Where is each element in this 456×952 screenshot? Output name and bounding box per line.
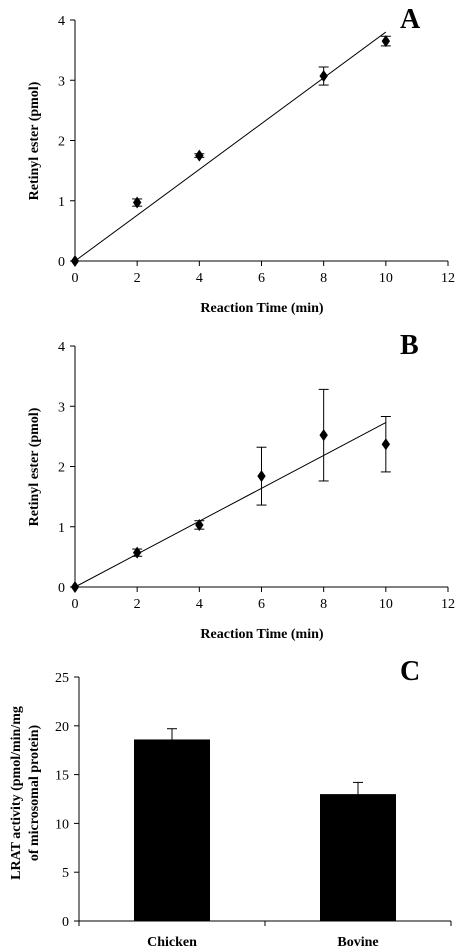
panel-a-data-point [195, 149, 204, 162]
panel-b-trendline [74, 422, 387, 588]
panel-a: A Reaction Time (min) Retinyl ester (pmo… [27, 4, 455, 316]
panel-c-y-tick-label: 0 [62, 915, 69, 930]
panel-c-category-label: Bovine [337, 935, 378, 950]
panel-a-data-point [319, 70, 328, 83]
panel-a-xlabel: Reaction Time (min) [200, 301, 323, 316]
panel-b-y-tick-label: 0 [58, 581, 65, 596]
panel-b-y-tick-label: 4 [58, 340, 65, 355]
panel-a-y-tick-label: 4 [58, 14, 65, 29]
panel-a-data-point [381, 35, 391, 48]
panel-c-plot: 0 5 10 15 20 25 Chicken Bovine [55, 671, 452, 950]
panel-a-x-tick-label: 0 [72, 271, 79, 286]
panel-c-y-tick-label: 5 [62, 866, 69, 881]
panel-b-y-tick-label: 1 [58, 521, 65, 536]
panel-a-y-tick-label: 2 [58, 135, 65, 150]
panel-b-data-point [195, 518, 204, 531]
panel-c-y-tick-label: 15 [55, 769, 69, 784]
panel-a-x-tick-label: 6 [258, 271, 265, 286]
panel-a-x-tick-label: 12 [441, 271, 455, 286]
panel-c-category-label: Chicken [147, 935, 197, 950]
panel-b-data-point [70, 581, 80, 593]
panel-a-data-point [70, 255, 80, 267]
panel-b-data-point [257, 470, 266, 483]
panel-a-trendline [74, 31, 387, 262]
panel-c-y-tick-label: 25 [55, 671, 69, 686]
panel-c-y-tick-label: 20 [55, 720, 69, 735]
panel-c-ylabel-line2: of microsomal protein) [27, 724, 42, 861]
panel-b-data-point [132, 546, 142, 559]
panel-c-letter: C [400, 656, 420, 687]
panel-b-x-tick-label: 6 [258, 597, 265, 612]
panel-b-x-tick-label: 0 [72, 597, 79, 612]
panel-b-x-tick-label: 2 [134, 597, 141, 612]
panel-b-x-tick-label: 4 [196, 597, 203, 612]
panel-a-y-tick-label: 1 [58, 195, 65, 210]
panel-c-bar-bovine [320, 794, 396, 921]
panel-a-y-tick-label: 0 [58, 255, 65, 270]
panel-b-letter: B [400, 330, 419, 361]
panel-c-ylabel-line1: LRAT activity (pmol/min/mg [9, 706, 24, 880]
panel-c: C LRAT activity (pmol/min/mg of microsom… [9, 656, 452, 950]
panel-b-x-tick-label: 10 [379, 597, 393, 612]
panel-b-y-tick-label: 3 [58, 400, 65, 415]
panel-a-x-tick-label: 4 [196, 271, 203, 286]
panel-a-x-tick-label: 8 [320, 271, 327, 286]
panel-c-bar-chicken [134, 739, 210, 921]
panel-a-x-tick-label: 2 [134, 271, 141, 286]
panel-a-x-tick-label: 10 [379, 271, 393, 286]
panel-b-x-tick-label: 8 [320, 597, 327, 612]
panel-a-letter: A [400, 4, 421, 35]
panel-c-y-tick-label: 10 [55, 817, 69, 832]
panel-b-xlabel: Reaction Time (min) [200, 627, 323, 642]
panel-b: B Reaction Time (min) Retinyl ester (pmo… [27, 330, 455, 642]
panel-b-data-point [381, 438, 391, 451]
panel-b-x-tick-label: 12 [441, 597, 455, 612]
panel-b-ylabel: Retinyl ester (pmol) [27, 407, 42, 526]
panel-a-data-point [132, 196, 142, 209]
panel-a-ylabel: Retinyl ester (pmol) [27, 81, 42, 200]
panel-a-y-tick-label: 3 [58, 74, 65, 89]
panel-b-y-tick-label: 2 [58, 461, 65, 476]
panel-b-data-point [319, 429, 328, 442]
